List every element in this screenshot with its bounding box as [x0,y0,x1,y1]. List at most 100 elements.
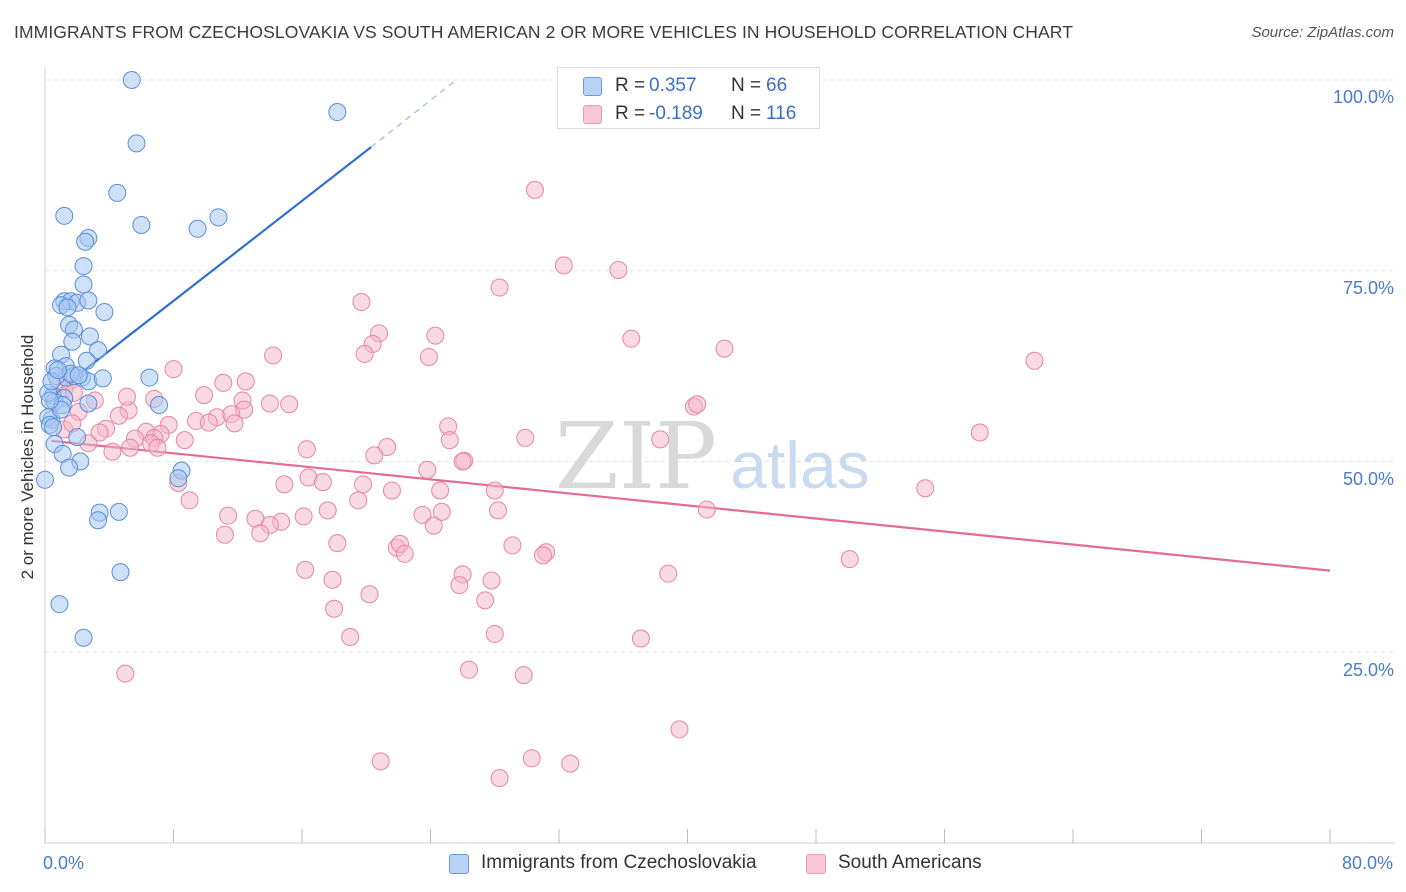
legend-label-czechoslovakia: Immigrants from Czechoslovakia [481,852,757,873]
czechoslovakia-point [63,332,82,351]
legend-r-label: R = [615,103,646,124]
south-americans-point [103,442,122,461]
south-americans-point [970,423,989,442]
south-americans-point [516,428,535,447]
south-americans-point [432,502,451,521]
chart-title: IMMIGRANTS FROM CZECHOSLOVAKIA VS SOUTH … [14,22,1073,42]
south-americans-point [450,576,469,595]
south-americans-point [659,564,678,583]
czechoslovakia-point [74,257,93,276]
south-americans-point [419,347,438,366]
czechoslovakia-point [77,351,96,370]
watermark-atlas: atlas [730,428,869,502]
south-americans-point [260,394,279,413]
south-americans-point [90,423,109,442]
south-americans-point [1025,351,1044,370]
czechoslovakia-point [58,298,77,317]
legend-n-value: 66 [766,75,788,96]
czechoslovakia-point [79,291,98,310]
south-americans-point [426,326,445,345]
czechoslovakia-point [89,341,108,360]
south-americans-point [296,560,315,579]
south-americans-point [195,386,214,405]
czechoslovakia-point [76,232,95,251]
south-americans-point [116,664,135,683]
watermark-zip: ZIP [555,403,717,510]
south-americans-point [431,481,450,500]
czechoslovakia-point [48,360,67,379]
legend-r-label: R = [615,75,646,96]
south-americans-point [482,571,501,590]
south-americans-point [453,452,472,471]
legend-swatch-blue [449,854,469,874]
czechoslovakia-point [122,71,141,89]
legend-row-czechoslovakia: R = 0.357 N = 66 [558,74,819,98]
czechoslovakia-point [79,394,98,413]
czechoslovakia-point [89,511,108,530]
south-americans-point [354,475,373,494]
south-americans-point [424,516,443,535]
czechoslovakia-point [55,206,74,225]
south-americans-point [697,500,716,519]
south-americans-point [328,534,347,553]
south-americans-point [503,536,522,555]
south-americans-point [175,431,194,450]
south-americans-point [352,293,371,312]
south-americans-point [325,599,344,618]
czechoslovakia-point [40,391,59,410]
south-americans-point [522,749,541,768]
czechoslovakia-point [95,302,114,321]
south-americans-point [148,438,167,457]
south-americans-point [840,550,859,569]
south-americans-point [382,481,401,500]
czechoslovakia-point [150,396,169,415]
legend-swatch-blue [583,77,602,96]
south-americans-point [215,525,234,544]
y-tick-label-50: 50.0% [1342,469,1394,489]
legend-swatch-pink [806,854,826,874]
south-americans-point [688,395,707,414]
south-americans-point [164,360,183,379]
grid-lines [45,79,1395,653]
south-americans-point [460,660,479,679]
south-americans-point [554,256,573,275]
czechoslovakia-point [93,369,112,388]
czechoslovakia-point [50,595,69,614]
south-americans-point [485,624,504,643]
south-americans-point [365,446,384,465]
czechoslovakia-point [44,418,63,437]
south-americans-point [280,395,299,414]
legend-n-label: N = [731,103,762,124]
south-americans-point [323,570,342,589]
south-americans-point [418,460,437,479]
axes [44,68,1395,844]
czechoslovakia-point [80,327,99,346]
south-americans-point [236,372,255,391]
south-americans-point [121,438,140,457]
south-americans-point [180,491,199,510]
legend-n-label: N = [731,75,762,96]
south-americans-point [670,720,689,739]
south-americans-point [355,344,374,363]
south-americans-point [371,752,390,771]
south-americans-point [476,591,495,610]
south-americans-point [264,346,283,365]
south-americans-point [109,406,128,425]
czechoslovakia-point [69,366,88,385]
south-americans-point [514,666,533,685]
south-americans-point [490,769,509,788]
czechoslovakia-point [74,275,93,294]
czechoslovakia-point [68,428,87,447]
south-americans-point [490,278,509,297]
south-americans-point [525,180,544,199]
czechoslovakia-point [188,219,207,238]
czechoslovakia-point [36,470,54,489]
czechoslovakia-trend-extension [370,79,457,148]
south-americans-point [225,414,244,433]
south-americans-point [313,473,332,492]
south-americans-point [631,629,650,648]
legend-label-south-americans: South Americans [838,852,982,873]
south-americans-point [199,413,218,432]
y-tick-label-25: 25.0% [1342,660,1394,680]
south-americans-point [561,754,580,773]
